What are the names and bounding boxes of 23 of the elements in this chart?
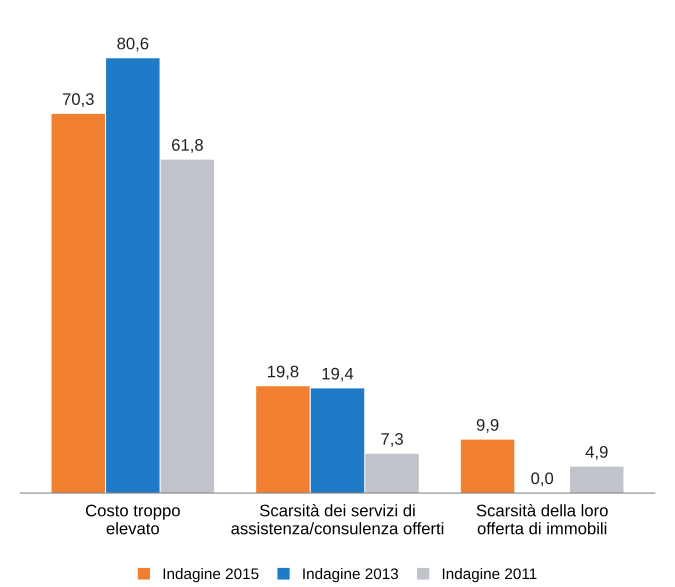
data-label: 80,6 <box>117 38 148 52</box>
bar <box>256 386 310 494</box>
x-tick-label: Costo troppo elevato <box>86 504 180 534</box>
bar <box>160 160 214 494</box>
bar <box>106 58 160 494</box>
x-tick-label: Scarsità della loro offerta di immobili <box>476 504 608 534</box>
legend-label: Indagine 2013 <box>303 568 398 582</box>
legend-label: Indagine 2011 <box>442 568 536 582</box>
x-tick-label: Scarsità dei servizi di assistenza/consulenza offerti <box>231 504 444 534</box>
data-label: 19,4 <box>322 368 354 382</box>
bar <box>310 388 364 494</box>
bar <box>460 440 514 494</box>
data-label: 19,8 <box>268 366 298 380</box>
data-label: 61,8 <box>172 139 203 153</box>
data-label: 70,3 <box>62 93 94 107</box>
data-label: 0,0 <box>531 472 554 486</box>
data-label: 4,9 <box>586 446 608 460</box>
bar <box>51 114 105 494</box>
legend-label: Indagine 2015 <box>164 568 258 582</box>
bar <box>365 454 419 494</box>
data-label: 7,3 <box>381 433 403 447</box>
data-label: 9,9 <box>476 419 498 433</box>
bar <box>570 466 624 494</box>
